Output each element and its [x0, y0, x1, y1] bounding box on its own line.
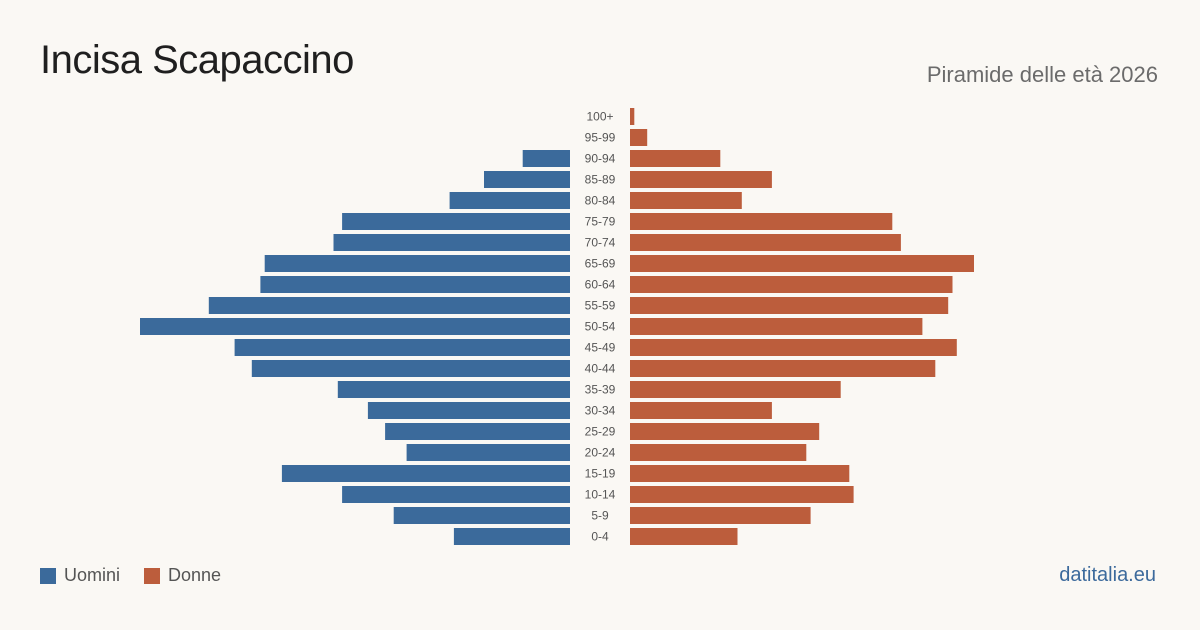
legend-swatch-women	[144, 567, 161, 584]
age-label-65-69: 65-69	[585, 257, 616, 271]
bar-men-25-29	[385, 423, 570, 440]
population-pyramid-chart: 100+ 95-99 90-94 85-89 80-84 75-79 70-74 65-69 6…	[140, 108, 974, 545]
bar-women-55-59	[630, 297, 949, 314]
bar-women-70-74	[630, 234, 901, 251]
chart-title: Incisa Scapaccino	[40, 38, 354, 82]
bar-women-95-99	[630, 129, 648, 146]
bar-men-35-39	[337, 381, 570, 398]
chart-subtitle: Piramide delle età 2026	[926, 62, 1158, 87]
bar-women-60-64	[630, 276, 953, 293]
age-label-55-59: 55-59	[585, 299, 616, 313]
bar-women-20-24	[630, 444, 807, 461]
age-label-85-89: 85-89	[585, 173, 616, 187]
age-label-60-64: 60-64	[585, 278, 616, 292]
bar-women-75-79	[630, 213, 893, 230]
bar-men-15-19	[281, 465, 570, 482]
age-label-20-24: 20-24	[585, 446, 616, 460]
bar-men-75-79	[342, 213, 570, 230]
bar-women-5-9	[630, 507, 811, 524]
bar-men-40-44	[251, 360, 571, 377]
bar-men-45-49	[234, 339, 570, 356]
bar-women-30-34	[630, 402, 772, 419]
legend-item-men: Uomini	[40, 565, 120, 586]
bar-women-100+	[630, 108, 635, 125]
bar-women-50-54	[630, 318, 923, 335]
bar-women-25-29	[630, 423, 820, 440]
bar-men-10-14	[342, 486, 570, 503]
bar-men-30-34	[367, 402, 570, 419]
bar-women-35-39	[630, 381, 841, 398]
bar-men-50-54	[140, 318, 570, 335]
age-label-50-54: 50-54	[585, 320, 616, 334]
age-label-100+: 100+	[586, 110, 613, 124]
age-label-75-79: 75-79	[585, 215, 616, 229]
source-link[interactable]: datitalia.eu	[1059, 564, 1156, 586]
bar-women-15-19	[630, 465, 850, 482]
age-label-10-14: 10-14	[585, 488, 616, 502]
bar-women-0-4	[630, 528, 738, 545]
bar-women-40-44	[630, 360, 936, 377]
age-label-90-94: 90-94	[585, 152, 616, 166]
bar-men-20-24	[406, 444, 570, 461]
bar-men-70-74	[333, 234, 570, 251]
age-label-35-39: 35-39	[585, 383, 616, 397]
age-label-80-84: 80-84	[585, 194, 616, 208]
age-label-45-49: 45-49	[585, 341, 616, 355]
bar-women-10-14	[630, 486, 854, 503]
bar-men-85-89	[484, 171, 570, 188]
legend-label-women: Donne	[168, 565, 222, 585]
age-label-5-9: 5-9	[591, 509, 609, 523]
bar-men-90-94	[522, 150, 570, 167]
age-label-95-99: 95-99	[585, 131, 616, 145]
age-label-0-4: 0-4	[591, 530, 609, 544]
age-label-25-29: 25-29	[585, 425, 616, 439]
bar-men-60-64	[260, 276, 570, 293]
bar-men-5-9	[393, 507, 570, 524]
bar-women-65-69	[630, 255, 974, 272]
bar-women-80-84	[630, 192, 742, 209]
age-label-70-74: 70-74	[585, 236, 616, 250]
legend-label-men: Uomini	[64, 565, 121, 585]
bar-women-90-94	[630, 150, 721, 167]
legend-swatch-men	[40, 567, 56, 584]
age-label-15-19: 15-19	[585, 467, 616, 481]
bar-men-65-69	[264, 255, 570, 272]
bar-men-0-4	[453, 528, 570, 545]
bar-women-85-89	[630, 171, 772, 188]
legend-item-women: Donne	[144, 565, 221, 586]
age-label-40-44: 40-44	[585, 362, 616, 376]
bar-women-45-49	[630, 339, 957, 356]
age-label-30-34: 30-34	[585, 404, 616, 418]
bar-men-80-84	[449, 192, 570, 209]
bar-men-55-59	[208, 297, 571, 314]
legend: Uomini Donne	[40, 565, 231, 586]
